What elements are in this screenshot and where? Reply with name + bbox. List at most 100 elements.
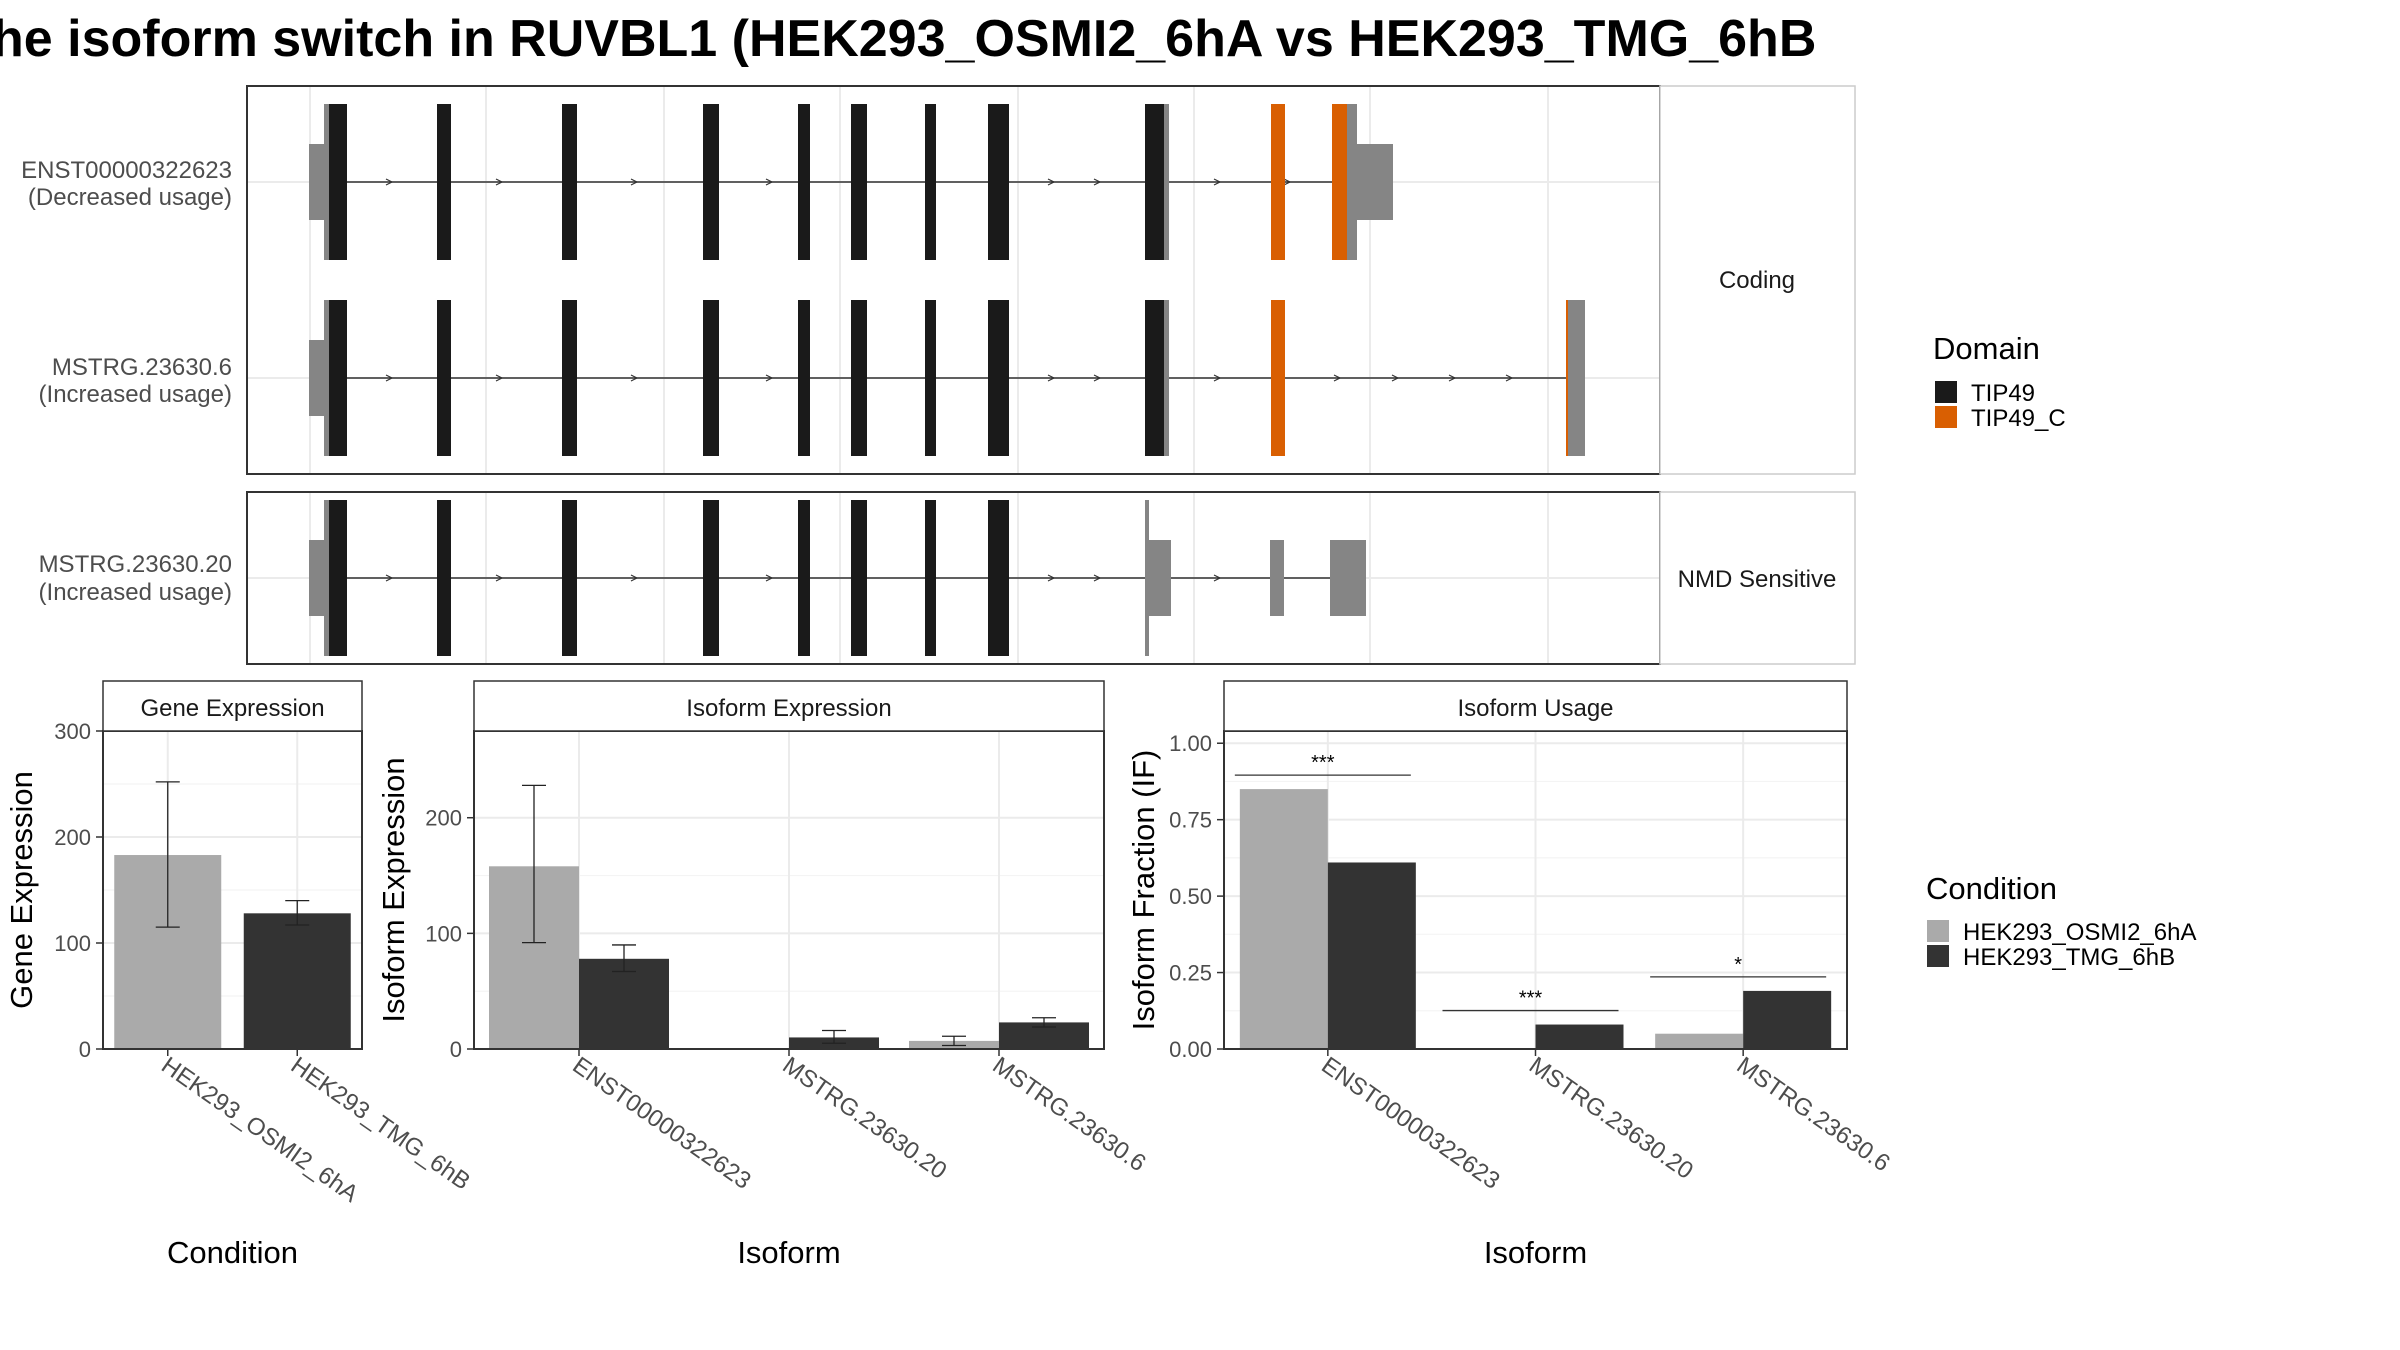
x-tick-label: ENST00000322623 <box>1316 1052 1504 1195</box>
utr-exon <box>1161 300 1169 456</box>
domain-exon <box>329 300 347 456</box>
significance-label: * <box>1734 954 1742 976</box>
legend-swatch-tip49 <box>1935 381 1957 403</box>
domain-exon <box>1145 104 1164 260</box>
x-axis-title: Isoform <box>737 1235 840 1270</box>
y-tick-label: 1.00 <box>1169 731 1212 756</box>
transcript-id-label: ENST00000322623 <box>21 157 232 184</box>
intron-arrow <box>765 178 774 186</box>
y-tick-label: 0 <box>450 1037 462 1062</box>
domain-exon <box>925 300 936 456</box>
utr-exon <box>1347 104 1357 260</box>
domain-exon <box>988 500 1009 656</box>
condition-legend: Condition HEK293_OSMI2_6hA HEK293_TMG_6h… <box>1926 871 2196 971</box>
domain-exon <box>329 104 347 260</box>
domain-exon <box>437 300 451 456</box>
panel-title: Isoform Expression <box>686 695 891 722</box>
intron-arrow <box>1213 574 1222 582</box>
domain-exon <box>1271 300 1285 456</box>
domain-exon <box>1145 300 1164 456</box>
bar <box>1655 1033 1744 1049</box>
y-axis-title: Isoform Expression <box>376 757 411 1022</box>
facet-strip-coding <box>1659 85 1856 475</box>
domain-exon <box>703 104 719 260</box>
legend-swatch-condition-b <box>1927 945 1949 967</box>
intron-arrow <box>1093 178 1102 186</box>
intron-arrow <box>1505 374 1514 382</box>
y-tick-label: 200 <box>425 806 462 831</box>
x-axis-title: Isoform <box>1484 1235 1587 1270</box>
intron-arrow <box>495 574 504 582</box>
transcript-usage-label: (Increased usage) <box>39 579 232 606</box>
significance-label: *** <box>1519 988 1543 1010</box>
legend-label-tip49-c: TIP49_C <box>1971 405 2066 432</box>
transcript-usage-label: (Decreased usage) <box>28 184 232 211</box>
intron-arrow <box>765 574 774 582</box>
domain-exon <box>1271 104 1285 260</box>
domain-exon <box>851 500 867 656</box>
transcript-usage-label: (Increased usage) <box>39 381 232 408</box>
domain-exon <box>562 104 577 260</box>
intron-arrow <box>1093 374 1102 382</box>
x-axis-title: Condition <box>167 1235 298 1270</box>
y-tick-label: 100 <box>425 921 462 946</box>
intron-arrow <box>385 574 394 582</box>
chart-isoform-expression: Isoform Expression 0 100 200 ENST00000322623… <box>376 680 1151 1270</box>
domain-exon <box>798 300 810 456</box>
figure-title: he isoform switch in RUVBL1 (HEK293_OSMI… <box>0 10 1816 68</box>
panel-title: Gene Expression <box>140 695 324 722</box>
utr-exon <box>1355 144 1393 220</box>
panel-strip <box>102 680 363 732</box>
domain-exon <box>925 104 936 260</box>
chart-isoform-usage: *******Isoform Usage0.000.250.500.751.00… <box>1126 680 1895 1270</box>
intron-arrow <box>1047 374 1056 382</box>
y-axis-title: Gene Expression <box>4 771 39 1009</box>
intron-arrow <box>765 374 774 382</box>
panel-strip <box>473 680 1105 732</box>
intron-arrow <box>1448 374 1457 382</box>
structure-panel-coding: Coding ENST00000322623 (Decreased usage)… <box>21 85 1856 475</box>
y-tick-label: 100 <box>54 931 91 956</box>
domain-exon <box>988 300 1009 456</box>
bar <box>1743 990 1832 1049</box>
domain-exon <box>798 104 810 260</box>
x-tick-label: MSTRG.23630.6 <box>988 1052 1151 1177</box>
utr-exon <box>1567 300 1585 456</box>
facet-label-coding: Coding <box>1719 267 1795 294</box>
legend-label-condition-a: HEK293_OSMI2_6hA <box>1963 919 2196 946</box>
legend-label-condition-b: HEK293_TMG_6hB <box>1963 944 2175 971</box>
transcript-ENST00000322623 <box>309 104 1393 260</box>
intron-arrow <box>385 374 394 382</box>
x-tick-label: MSTRG.23630.20 <box>1524 1052 1698 1185</box>
transcript-id-label: MSTRG.23630.6 <box>52 354 232 381</box>
bar <box>1327 862 1416 1049</box>
facet-strip-nmd <box>1659 491 1856 665</box>
domain-exon <box>988 104 1009 260</box>
domain-exon <box>329 500 347 656</box>
domain-exon <box>1332 104 1347 260</box>
intron-arrow <box>1333 374 1342 382</box>
intron-arrow <box>1093 574 1102 582</box>
structure-panel-nmd: NMD Sensitive MSTRG.23630.20 (Increased … <box>39 491 1856 665</box>
utr-exon <box>1149 540 1171 616</box>
y-tick-label: 0.50 <box>1169 884 1212 909</box>
domain-exon <box>562 500 577 656</box>
utr-exon <box>1270 540 1284 616</box>
bar <box>1239 789 1328 1049</box>
utr-exon <box>1161 104 1169 260</box>
panel-strip <box>1223 680 1848 732</box>
domain-exon <box>437 500 451 656</box>
bar <box>579 958 669 1049</box>
x-tick-label: MSTRG.23630.6 <box>1732 1052 1895 1177</box>
domain-exon <box>925 500 936 656</box>
legend-swatch-condition-a <box>1927 920 1949 942</box>
intron-arrow <box>385 178 394 186</box>
significance-label: *** <box>1311 752 1335 774</box>
domain-exon <box>437 104 451 260</box>
transcript-MSTRG.23630.6 <box>309 300 1585 456</box>
domain-exon <box>562 300 577 456</box>
domain-exon <box>703 300 719 456</box>
transcript-MSTRG.23630.20 <box>309 500 1366 656</box>
intron-arrow <box>1391 374 1400 382</box>
